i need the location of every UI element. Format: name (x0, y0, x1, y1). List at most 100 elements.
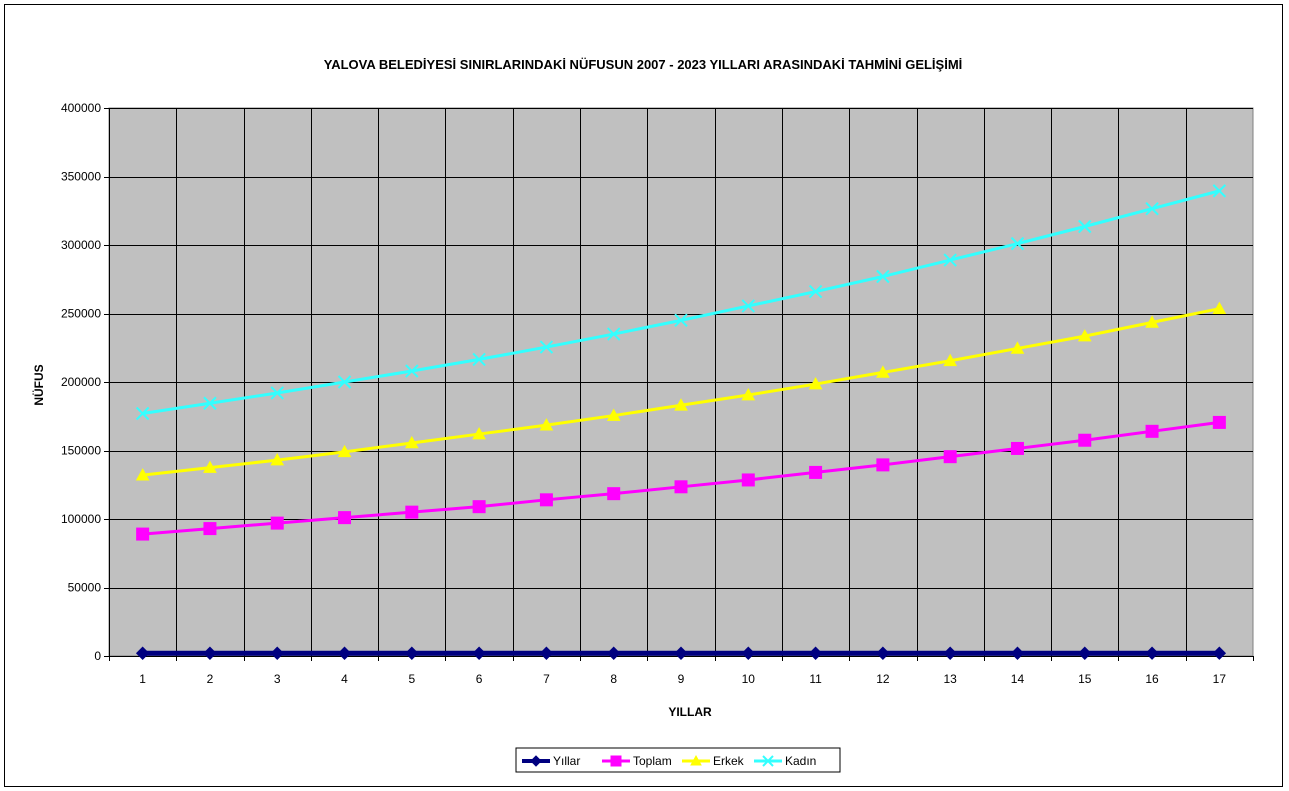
legend-marker (762, 755, 774, 767)
marker-stroke (674, 313, 688, 328)
x-tick-label: 15 (1078, 672, 1092, 686)
data-point (606, 327, 621, 341)
data-point (876, 269, 890, 284)
x-tick-label: 12 (876, 672, 890, 686)
legend-marker (610, 755, 622, 767)
data-point (472, 427, 486, 440)
marker-stroke (270, 386, 284, 400)
data-point (943, 353, 958, 367)
marker-stroke (203, 396, 217, 410)
x-tick-label: 1 (139, 672, 146, 686)
data-point (270, 386, 284, 400)
legend-item: Yıllar (522, 754, 580, 768)
data-point (741, 473, 755, 487)
data-point (943, 450, 957, 464)
data-point (1010, 236, 1025, 251)
data-point (203, 460, 217, 473)
data-point (876, 646, 890, 660)
data-point (741, 387, 756, 401)
data-point (606, 646, 621, 660)
y-tick-label: 100000 (61, 512, 101, 526)
marker-stroke (1145, 201, 1159, 216)
data-point (674, 646, 688, 660)
data-point (203, 522, 217, 536)
data-point (674, 313, 688, 328)
data-point (1078, 646, 1092, 660)
x-tick-label: 5 (408, 672, 415, 686)
data-point (405, 646, 419, 660)
x-tick-label: 4 (341, 672, 348, 686)
data-point (1145, 424, 1159, 438)
data-point (808, 646, 823, 660)
data-point (472, 500, 486, 514)
data-point (270, 646, 284, 660)
legend-marker (690, 754, 702, 766)
x-tick-labels: 1 2 3 4 5 6 7 8 9 10 11 12 13 14 15 16 17 (139, 672, 1226, 686)
data-point (539, 340, 554, 354)
series-3 (135, 184, 1227, 421)
series-2 (135, 301, 1227, 481)
legend-box (515, 747, 841, 773)
data-point (472, 646, 486, 660)
series-1 (136, 415, 1226, 541)
data-point (1145, 201, 1159, 216)
data-point (337, 646, 352, 660)
y-axis-title: NÜFUS (31, 364, 46, 405)
x-tick-label: 7 (543, 672, 550, 686)
series-group (135, 184, 1227, 660)
x-tick-label: 3 (274, 672, 281, 686)
legend-item: Toplam (602, 754, 672, 768)
chart-title: YALOVA BELEDİYESİ SINIRLARINDAKİ NÜFUSUN… (324, 57, 963, 72)
data-point (674, 480, 688, 494)
marker-stroke (943, 253, 957, 267)
data-point (135, 406, 150, 421)
y-tick-label: 400000 (61, 101, 101, 115)
marker-stroke (405, 364, 419, 378)
marker-stroke (741, 299, 756, 313)
y-tick-label: 0 (94, 649, 101, 663)
legend-label: Kadın (785, 754, 816, 768)
data-point (1212, 646, 1227, 660)
data-point (1212, 184, 1227, 198)
x-tick-label: 8 (610, 672, 617, 686)
data-point (1077, 329, 1092, 342)
data-point (539, 418, 554, 431)
data-point (1010, 341, 1025, 354)
data-point (808, 284, 823, 299)
data-point (1078, 219, 1092, 234)
x-tick-label: 11 (809, 672, 822, 686)
data-point (135, 468, 150, 481)
data-point (337, 444, 352, 458)
data-point (741, 646, 756, 660)
series-0 (135, 646, 1227, 660)
x-tick-label: 16 (1145, 672, 1159, 686)
x-tick-label: 6 (476, 672, 483, 686)
data-point (270, 516, 284, 530)
legend-item: Erkek (682, 754, 745, 768)
marker-stroke (1010, 236, 1025, 251)
data-point (943, 253, 957, 267)
marker-stroke (762, 755, 774, 767)
legend-item: Kadın (754, 754, 816, 768)
data-point (1010, 441, 1024, 455)
legend-label: Yıllar (553, 754, 580, 768)
marker-stroke (337, 375, 352, 389)
data-point (270, 453, 285, 466)
grid-lines (109, 108, 1253, 657)
marker-stroke (876, 269, 890, 284)
data-point (1145, 646, 1159, 660)
legend-marker (530, 755, 542, 767)
data-point (203, 396, 217, 410)
data-point (808, 377, 823, 390)
marker-stroke (135, 406, 150, 421)
data-point (1212, 301, 1227, 315)
y-tick-label: 350000 (61, 170, 101, 184)
marker-stroke (539, 340, 554, 354)
x-axis-title: YILLAR (668, 705, 712, 719)
x-tick-label: 10 (742, 672, 756, 686)
x-tick-label: 9 (678, 672, 685, 686)
data-point (405, 505, 419, 519)
marker-stroke (808, 284, 823, 299)
data-point (606, 408, 621, 421)
